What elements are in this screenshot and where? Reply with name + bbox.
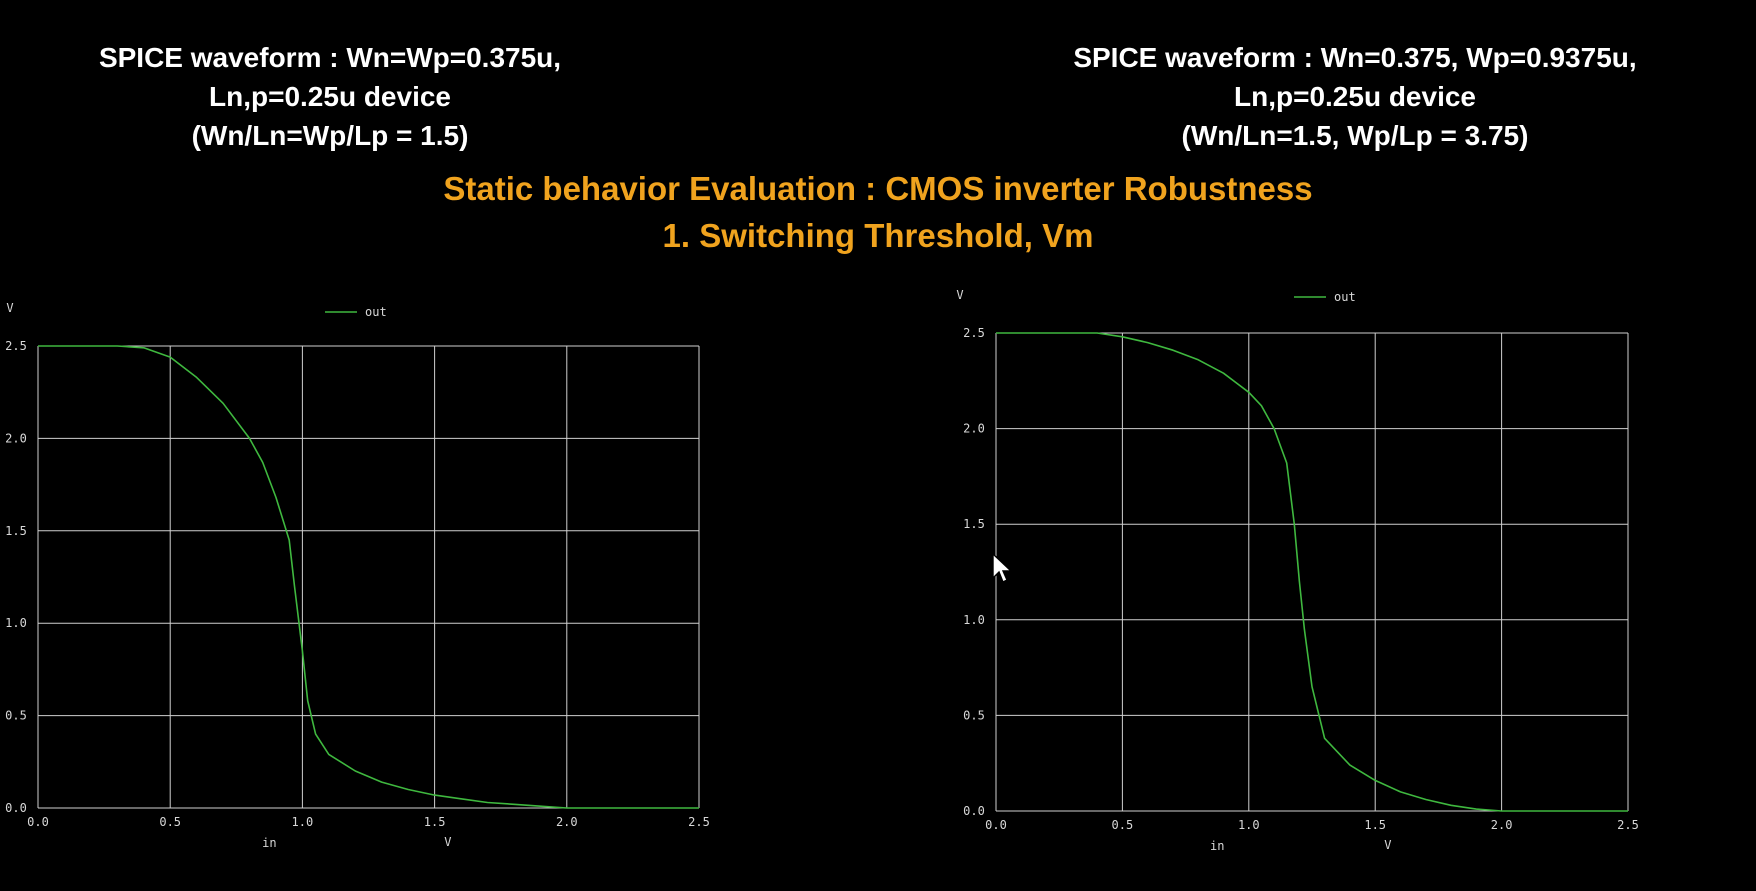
y-tick-label: 0.5 [963,708,985,722]
right-plot-caption: SPICE waveform : Wn=0.375, Wp=0.9375u, L… [1030,38,1680,155]
series-line-out [38,345,699,809]
legend-label: out [365,305,387,319]
y-tick-label: 0.0 [5,801,27,815]
left-caption-line-1: SPICE waveform : Wn=Wp=0.375u, [98,42,562,73]
y-tick-label: 2.5 [5,339,27,353]
y-axis-label: V [6,301,13,315]
x-tick-label: 1.5 [1364,818,1386,832]
x-axis-label: in [262,836,276,850]
x-axis-unit-label: V [444,835,451,849]
left-caption-line-2: Ln,p=0.25u device [209,81,451,112]
x-tick-label: 1.5 [424,815,446,829]
y-axis-label: V [956,288,963,302]
y-tick-label: 2.0 [5,431,27,445]
x-tick-label: 0.5 [159,815,181,829]
x-tick-label: 0.0 [27,815,49,829]
right-caption-line-1: SPICE waveform : Wn=0.375, Wp=0.9375u, [1073,42,1637,73]
x-tick-label: 2.0 [1491,818,1513,832]
left-plot-caption: SPICE waveform : Wn=Wp=0.375u, Ln,p=0.25… [50,38,610,155]
y-tick-label: 2.0 [963,422,985,436]
x-tick-label: 2.5 [688,815,710,829]
y-tick-label: 0.0 [963,804,985,818]
y-tick-label: 1.0 [963,613,985,627]
slide-subtitle: 1. Switching Threshold, Vm [662,217,1094,254]
mouse-pointer-icon [992,553,1012,583]
x-tick-label: 2.5 [1617,818,1639,832]
x-axis-label: in [1210,839,1224,853]
x-tick-label: 0.5 [1112,818,1134,832]
x-tick-label: 0.0 [985,818,1007,832]
right-dc-transfer-chart: 0.0 0.5 1.0 1.5 2.0 2.5 0.0 0.5 1.0 1.5 2.0 2.5 Vin V… [956,288,1639,853]
right-caption-line-3: (Wn/Ln=1.5, Wp/Lp = 3.75) [1181,120,1529,151]
x-tick-label: 2.0 [556,815,578,829]
legend-label: out [1334,290,1356,304]
left-dc-transfer-chart: 0.0 0.5 1.0 1.5 2.0 2.5 0.0 0.5 1.0 1.5 2.0 2.5 Vin V… [5,301,710,850]
series-line-out [996,332,1628,812]
left-caption-line-3: (Wn/Ln=Wp/Lp = 1.5) [191,120,469,151]
right-caption-line-2: Ln,p=0.25u device [1234,81,1476,112]
y-tick-label: 0.5 [5,709,27,723]
y-tick-label: 1.5 [963,517,985,531]
slide-title: Static behavior Evaluation : CMOS invert… [443,170,1313,207]
x-tick-label: 1.0 [1238,818,1260,832]
y-tick-label: 2.5 [963,326,985,340]
x-axis-unit-label: V [1384,838,1391,852]
y-tick-label: 1.0 [5,616,27,630]
y-tick-label: 1.5 [5,524,27,538]
x-tick-label: 1.0 [292,815,314,829]
